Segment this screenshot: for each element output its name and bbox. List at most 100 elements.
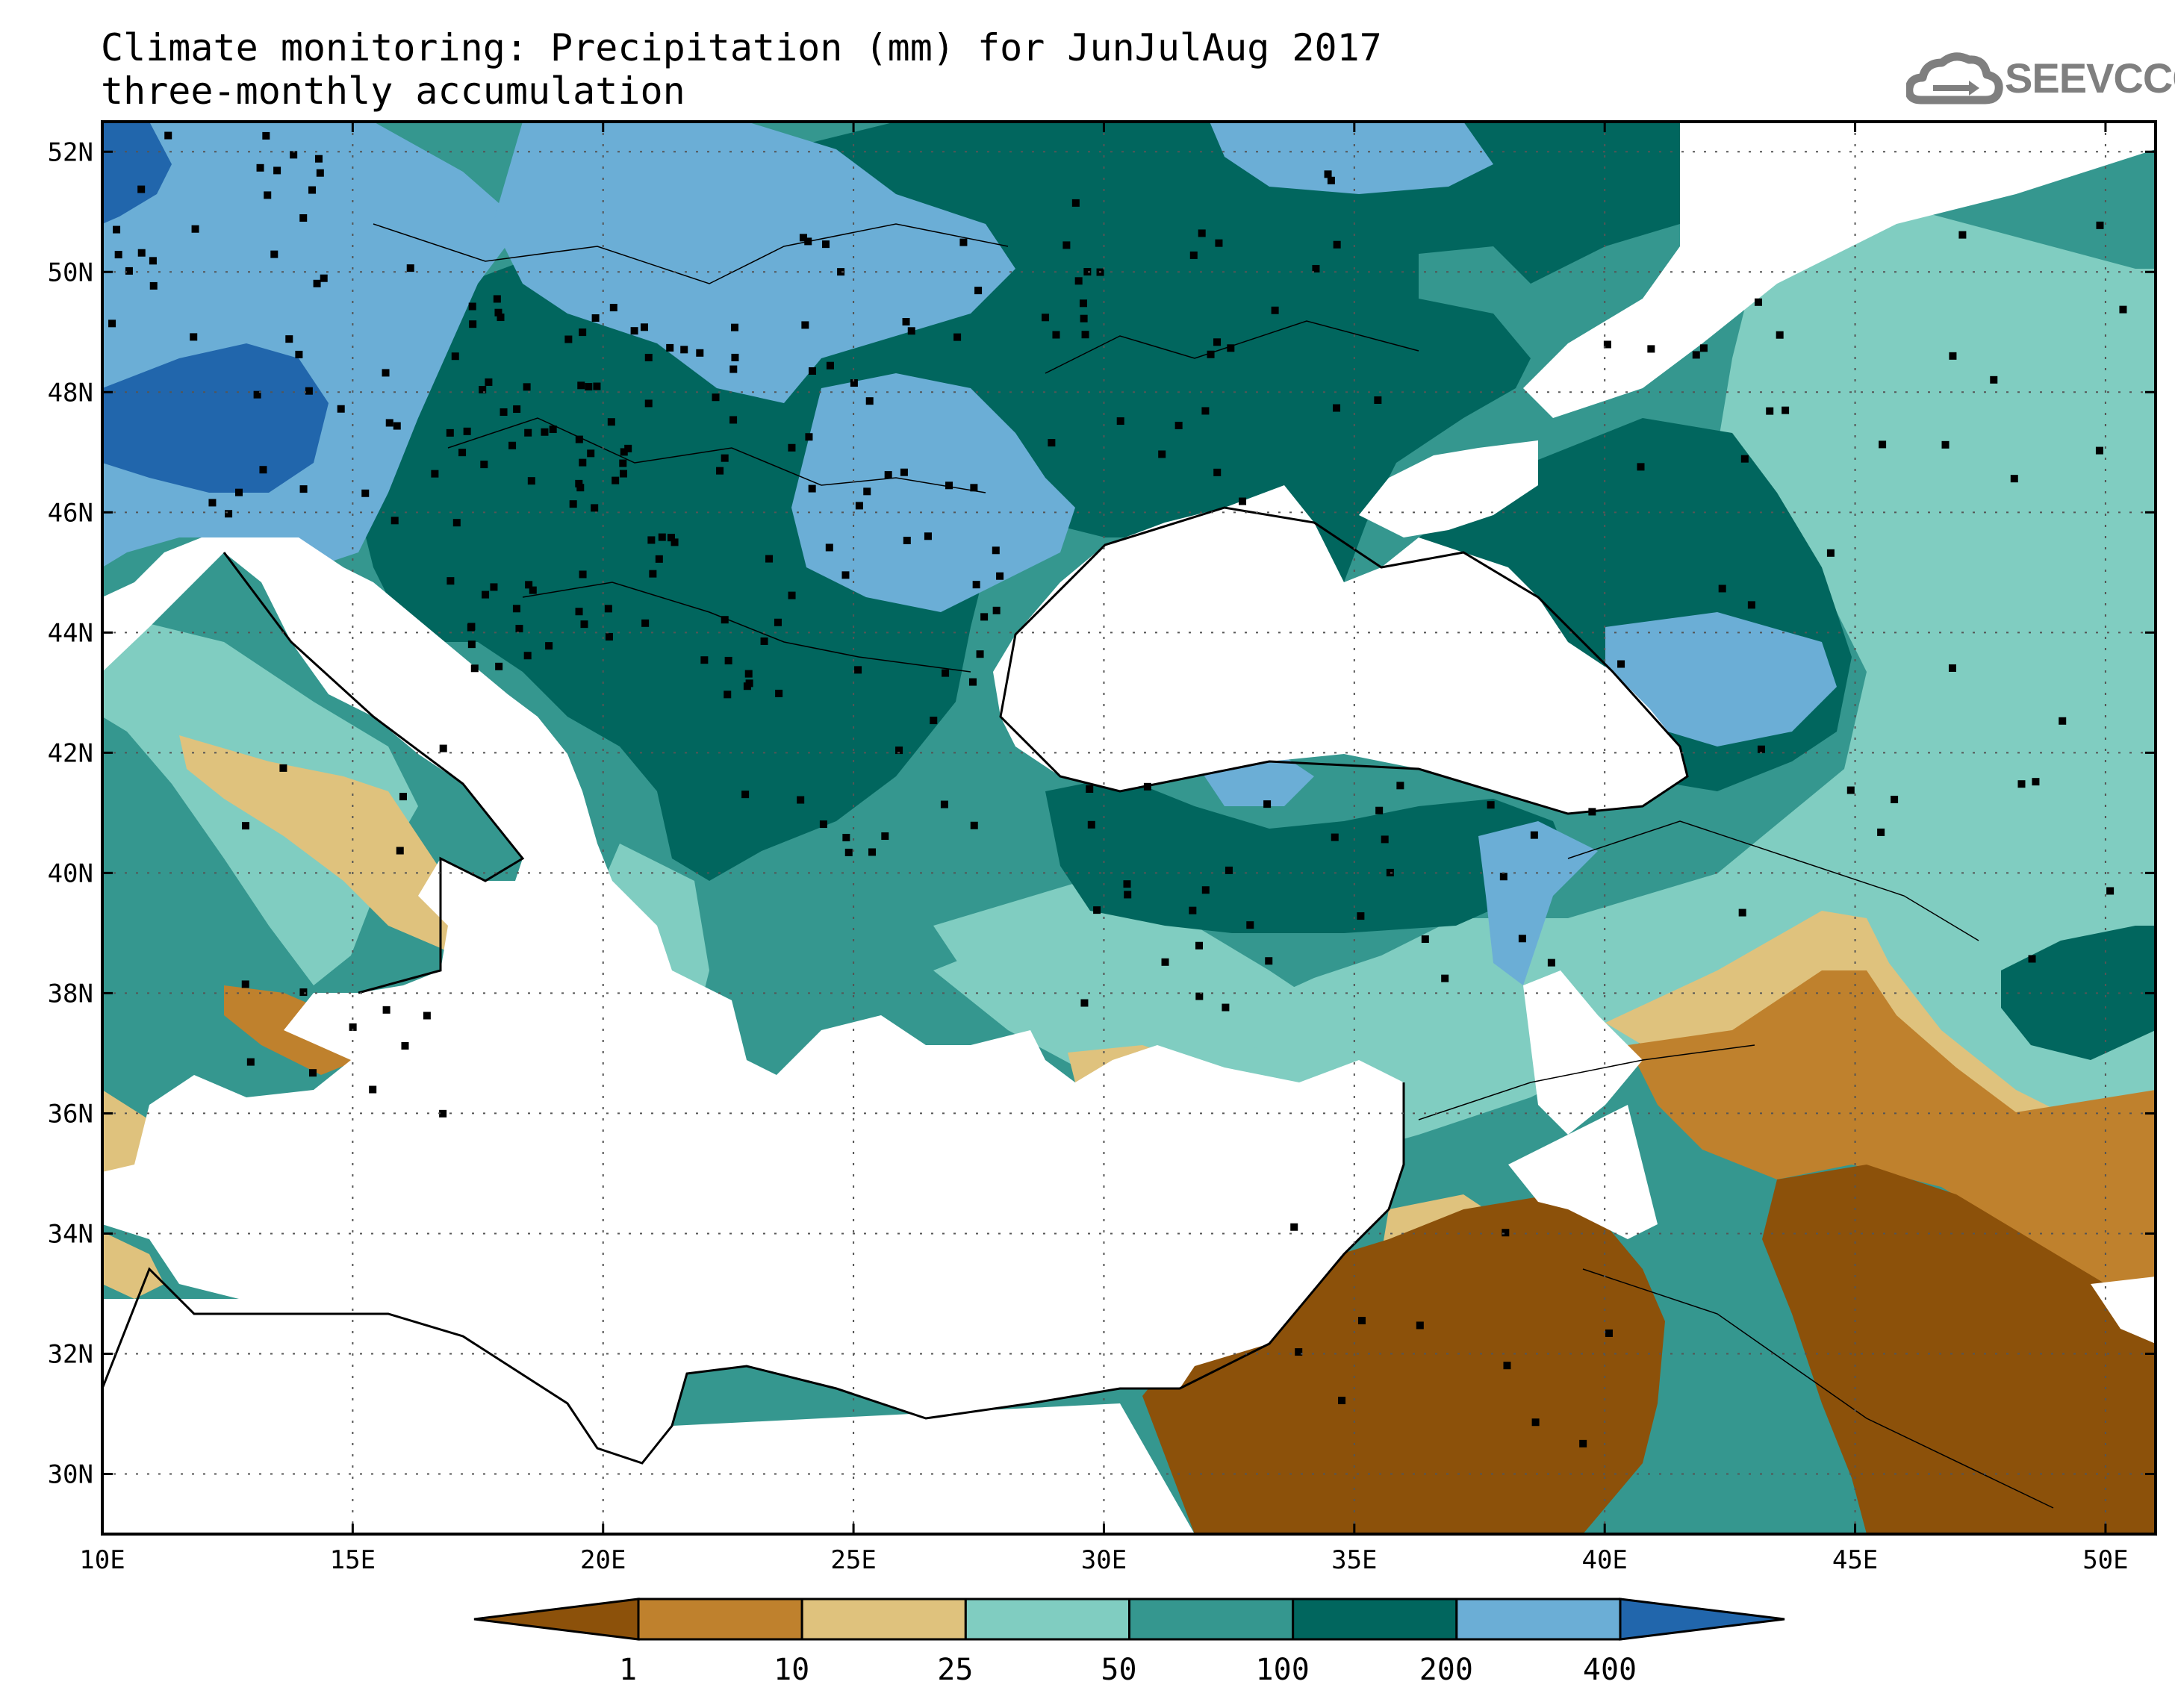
lat-tick-label: 48N bbox=[48, 378, 93, 408]
colorbar-label: 100 bbox=[1256, 1653, 1310, 1687]
station-marker bbox=[841, 571, 850, 579]
station-marker bbox=[316, 169, 324, 177]
station-marker bbox=[523, 652, 532, 660]
station-marker bbox=[1579, 1439, 1587, 1447]
station-marker bbox=[1754, 298, 1762, 306]
station-marker bbox=[976, 650, 984, 658]
station-marker bbox=[868, 848, 877, 856]
station-marker bbox=[1647, 345, 1655, 353]
station-marker bbox=[844, 848, 853, 856]
field-above-400-alps bbox=[102, 343, 329, 493]
station-marker bbox=[241, 822, 249, 830]
station-marker bbox=[1189, 906, 1197, 914]
station-marker bbox=[658, 533, 666, 541]
station-marker bbox=[1201, 886, 1210, 894]
lon-tick-label: 40E bbox=[1581, 1545, 1627, 1575]
lat-tick-label: 46N bbox=[48, 498, 93, 528]
station-marker bbox=[585, 383, 593, 391]
station-marker bbox=[399, 793, 407, 801]
station-marker bbox=[1213, 468, 1222, 476]
station-marker bbox=[295, 350, 303, 358]
station-marker bbox=[1213, 338, 1222, 346]
lon-tick-label: 25E bbox=[830, 1545, 876, 1575]
station-marker bbox=[1225, 866, 1233, 874]
station-marker bbox=[819, 820, 827, 829]
station-marker bbox=[1357, 912, 1365, 920]
map-subtitle: three-monthly accumulation bbox=[101, 69, 685, 113]
cloud-icon bbox=[1905, 52, 2003, 105]
lat-tick-label: 40N bbox=[48, 858, 93, 888]
station-marker bbox=[299, 988, 308, 997]
station-marker bbox=[924, 532, 932, 540]
station-marker bbox=[850, 379, 858, 387]
station-marker bbox=[1086, 785, 1094, 793]
map-axes: 10E 15E 20E 25E 30E 35E 40E 45E 50E 30N 32N 34N 36N 3… bbox=[48, 122, 2156, 1575]
station-marker bbox=[108, 320, 116, 328]
station-marker bbox=[1605, 1329, 1613, 1337]
station-marker bbox=[191, 225, 199, 233]
station-marker bbox=[1416, 1321, 1424, 1330]
station-marker bbox=[1941, 440, 1950, 449]
station-marker bbox=[974, 287, 983, 295]
station-marker bbox=[1327, 176, 1335, 184]
station-marker bbox=[208, 499, 217, 507]
station-marker bbox=[953, 333, 962, 341]
station-marker bbox=[667, 534, 675, 542]
station-marker bbox=[1826, 549, 1835, 557]
station-marker bbox=[2017, 780, 2026, 788]
sea-black-sea bbox=[993, 485, 1687, 814]
station-marker bbox=[881, 832, 889, 841]
station-marker bbox=[529, 586, 537, 594]
station-marker bbox=[587, 449, 595, 458]
station-marker bbox=[290, 151, 298, 159]
station-marker bbox=[854, 666, 862, 674]
station-marker bbox=[406, 264, 414, 272]
station-marker bbox=[1891, 795, 1899, 803]
station-marker bbox=[1502, 1229, 1510, 1237]
station-marker bbox=[724, 656, 732, 664]
station-marker bbox=[2059, 717, 2067, 725]
station-marker bbox=[396, 847, 404, 855]
station-marker bbox=[968, 678, 977, 686]
station-marker bbox=[1195, 992, 1204, 1000]
station-marker bbox=[577, 381, 585, 390]
station-marker bbox=[513, 405, 521, 414]
station-marker bbox=[1782, 406, 1790, 414]
station-marker bbox=[431, 470, 439, 478]
station-marker bbox=[439, 744, 447, 752]
station-marker bbox=[619, 459, 627, 467]
station-marker bbox=[541, 428, 549, 436]
station-marker bbox=[1421, 935, 1429, 944]
station-marker bbox=[545, 642, 553, 650]
colorbar-label: 1 bbox=[619, 1653, 637, 1687]
station-marker bbox=[1386, 868, 1394, 876]
station-marker bbox=[369, 1085, 377, 1094]
station-marker bbox=[680, 346, 688, 354]
station-marker bbox=[712, 393, 720, 402]
station-marker bbox=[1143, 782, 1151, 791]
station-marker bbox=[1487, 801, 1495, 809]
station-marker bbox=[467, 623, 475, 632]
station-marker bbox=[1124, 891, 1132, 899]
station-marker bbox=[666, 343, 674, 352]
station-marker bbox=[1093, 906, 1101, 914]
station-marker bbox=[575, 479, 583, 487]
station-marker bbox=[744, 670, 753, 678]
coastlines bbox=[101, 506, 1689, 1465]
graticule bbox=[102, 122, 2156, 1534]
field-10-25-italy bbox=[179, 735, 508, 970]
station-marker bbox=[620, 448, 628, 456]
station-marker bbox=[865, 397, 874, 405]
station-marker bbox=[113, 225, 121, 234]
station-marker bbox=[1042, 314, 1050, 322]
station-marker bbox=[2095, 446, 2103, 455]
station-marker bbox=[458, 449, 467, 457]
station-marker bbox=[1246, 921, 1254, 929]
station-marker bbox=[500, 408, 508, 417]
colorbar-segment bbox=[637, 1598, 803, 1641]
station-marker bbox=[1441, 974, 1449, 982]
station-marker bbox=[1375, 806, 1384, 814]
field-100-200-caspian bbox=[2001, 926, 2156, 1060]
station-marker bbox=[1531, 1418, 1540, 1427]
station-marker bbox=[508, 441, 517, 449]
